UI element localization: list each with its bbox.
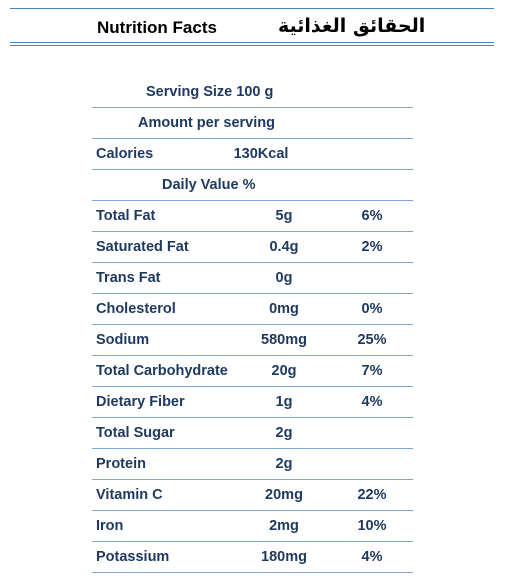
nutrition-facts-table: Serving Size 100 g Amount per serving Ca… <box>92 77 413 573</box>
nutrient-name: Potassium <box>96 549 170 565</box>
nutrient-daily-value: 4% <box>361 394 383 410</box>
nutrient-row: Total Carbohydrate 20g 7% <box>92 356 413 387</box>
nutrient-row: Trans Fat 0g <box>92 263 413 294</box>
nutrient-row: Cholesterol 0mg 0% <box>92 294 413 325</box>
nutrient-row: Dietary Fiber 1g 4% <box>92 387 413 418</box>
nutrient-amount: 2g <box>275 425 293 441</box>
header <box>10 8 494 43</box>
nutrient-amount: 580mg <box>261 332 307 348</box>
nutrient-name: Protein <box>96 456 146 472</box>
nutrient-name: Vitamin C <box>96 487 163 503</box>
page-title-arabic: الحقائق الغذائية <box>278 15 426 37</box>
nutrient-name: Iron <box>96 518 124 534</box>
nutrient-daily-value: 6% <box>361 208 383 224</box>
nutrient-daily-value: 7% <box>361 363 383 379</box>
nutrient-row: Iron 2mg 10% <box>92 511 413 542</box>
nutrient-row: Total Sugar 2g <box>92 418 413 449</box>
calories-label: Calories <box>96 146 154 162</box>
nutrient-amount: 2g <box>275 456 293 472</box>
amount-per-serving-row: Amount per serving <box>92 108 413 139</box>
calories-value: 130Kcal <box>233 146 289 162</box>
nutrient-daily-value: 4% <box>361 549 383 565</box>
nutrient-row: Potassium 180mg 4% <box>92 542 413 573</box>
serving-size-row: Serving Size 100 g <box>92 77 413 108</box>
nutrient-name: Total Carbohydrate <box>96 363 228 379</box>
serving-size-label: Serving Size 100 g <box>146 84 274 100</box>
nutrient-daily-value: 10% <box>357 518 387 534</box>
header-divider-secondary <box>10 45 494 46</box>
nutrient-row: Protein 2g <box>92 449 413 480</box>
nutrient-row: Vitamin C 20mg 22% <box>92 480 413 511</box>
daily-value-label: Daily Value % <box>162 177 256 193</box>
nutrient-amount: 0.4g <box>269 239 299 255</box>
daily-value-header-row: Daily Value % <box>92 170 413 201</box>
nutrient-name: Saturated Fat <box>96 239 189 255</box>
nutrient-row: Sodium 580mg 25% <box>92 325 413 356</box>
amount-per-serving-label: Amount per serving <box>138 115 275 131</box>
nutrient-name: Sodium <box>96 332 150 348</box>
nutrient-amount: 20g <box>271 363 297 379</box>
nutrient-name: Trans Fat <box>96 270 161 286</box>
nutrient-daily-value: 25% <box>357 332 387 348</box>
calories-row: Calories 130Kcal <box>92 139 413 170</box>
nutrient-name: Dietary Fiber <box>96 394 185 410</box>
nutrient-row: Saturated Fat 0.4g 2% <box>92 232 413 263</box>
nutrient-name: Cholesterol <box>96 301 176 317</box>
nutrient-name: Total Sugar <box>96 425 175 441</box>
nutrient-name: Total Fat <box>96 208 156 224</box>
nutrient-amount: 0mg <box>269 301 299 317</box>
nutrient-amount: 20mg <box>265 487 303 503</box>
nutrient-row: Total Fat 5g 6% <box>92 201 413 232</box>
nutrient-amount: 2mg <box>269 518 299 534</box>
page-title-english: Nutrition Facts <box>97 18 217 37</box>
nutrient-amount: 1g <box>275 394 293 410</box>
nutrient-amount: 5g <box>275 208 293 224</box>
nutrient-daily-value: 0% <box>361 301 383 317</box>
nutrient-amount: 180mg <box>261 549 307 565</box>
nutrient-daily-value: 2% <box>361 239 383 255</box>
header-divider <box>10 42 494 43</box>
nutrient-amount: 0g <box>275 270 293 286</box>
nutrient-daily-value: 22% <box>357 487 387 503</box>
